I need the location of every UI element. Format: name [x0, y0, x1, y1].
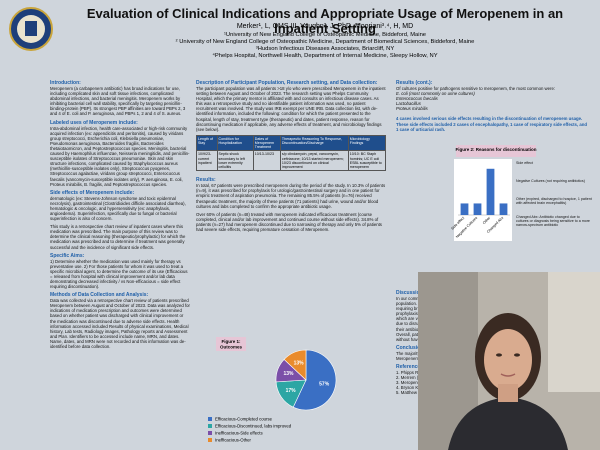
- legend-label: Efficacious-Discontinued, labs improved: [215, 424, 292, 429]
- pie-slice: [283, 349, 307, 381]
- table-cell: Septic shock secondary to left lower ext…: [216, 150, 254, 172]
- paragraph: Of cultures positive for pathogens sensi…: [396, 86, 556, 91]
- bar: [460, 203, 469, 215]
- paragraph: Over 60% of patients (n=48) treated with…: [196, 211, 382, 233]
- section-heading: Results (cont.):: [396, 80, 433, 86]
- slice-label: 13%: [283, 371, 294, 377]
- figure-title: Figure 1:: [221, 339, 241, 344]
- table-header-cell: Length of Stay: [196, 134, 218, 152]
- slice-label: 17%: [286, 388, 297, 394]
- table-cell: 10/10: BC Staph hominis; UC E coli ESBL …: [347, 150, 387, 172]
- note: Other (expired, discharged to hospice, 1…: [516, 197, 592, 206]
- section-heading: Discussion:: [396, 290, 425, 296]
- legend-label: Inefficacious-Other: [215, 438, 252, 443]
- list-item: Enterococcus faecalis: [396, 96, 438, 102]
- paragraph: The participant population was all patie…: [196, 86, 386, 132]
- table-header-cell: Therapeutic Reasoning To Response, Disco…: [279, 134, 349, 152]
- bar: [486, 168, 495, 215]
- list-item: E. coli (most commonly on urine cultures…: [396, 91, 475, 97]
- legend-swatch: [208, 438, 212, 442]
- section-heading: Methods of Data Collection and Analysis:: [50, 292, 149, 299]
- table-header-cell: Microbiology Findings: [347, 134, 387, 152]
- section-heading: References:: [396, 364, 425, 371]
- bar: [499, 203, 508, 215]
- slice-label: 13%: [294, 360, 305, 366]
- note-text: Side effect: [516, 161, 533, 165]
- section-heading: Labeled uses of Meropenem include:: [50, 119, 138, 126]
- table-header-cell: Dates of Meropenem Treatment: [252, 134, 281, 152]
- list-item: Lactobacillus: [396, 101, 421, 107]
- paragraph: 4 cases involved serious side effects re…: [396, 116, 587, 132]
- paragraph: dermatologic (ex: Stevens-Johnson syndro…: [50, 195, 186, 222]
- section-heading: Conclusion: [396, 344, 424, 351]
- figure-subtitle: Outcomes: [220, 345, 243, 350]
- note-text: Changed Abx: Antibiotic changed due to c…: [516, 215, 590, 228]
- note-text: Other (expired, discharged to hospice, 1…: [516, 197, 592, 206]
- section-heading: Results:: [196, 177, 216, 184]
- video-overlay: [418, 272, 600, 450]
- pie-slice: [292, 349, 337, 411]
- section-heading: Description of Participant Population, R…: [196, 80, 378, 86]
- right-column: Results (cont.): Of cultures positive fo…: [396, 80, 590, 132]
- data-table: Length of Stay Condition for Hospitalizat…: [196, 134, 387, 172]
- bar: [473, 203, 482, 215]
- section-heading: Side effects of Meropenem include:: [50, 189, 135, 196]
- x-tick-label: Other: [482, 215, 492, 225]
- section-heading: Introduction:: [50, 80, 81, 86]
- authors: Merker¹, L, OMS III, Vaughn², J, PhD, Mo…: [236, 23, 414, 30]
- table-cell: 10/9/23-current inpatient: [196, 150, 218, 172]
- table-header: Length of Stay Condition for Hospitalizat…: [196, 134, 387, 152]
- table-cell: s/p clindamycin, pepsi, vancomycin, ceft…: [279, 150, 349, 172]
- note: Negative Cultures (not requiring antibio…: [516, 179, 585, 183]
- legend-notes: Side effect Negative Cultures (not requir…: [516, 161, 592, 228]
- logo: [9, 7, 53, 51]
- poster-title: Evaluation of Clinical Indications and A…: [86, 6, 564, 36]
- figure-title: Figure 2: Reasons for discontinuation: [455, 147, 536, 152]
- middle-column: Description of Participant Population, R…: [196, 80, 387, 233]
- affiliation: ¹University of New England College of Os…: [223, 32, 427, 38]
- list-item: Proteus mirabilis: [396, 106, 428, 112]
- pie: 57% 17% 13%13%: [275, 349, 337, 411]
- slice-label: 57%: [319, 382, 330, 388]
- affiliation: ² University of New England College of O…: [175, 39, 475, 45]
- figure-1: Figure 1: Outcomes 57% 17% 13%13% Efficaci…: [208, 337, 337, 443]
- legend-label: Inefficacious-Side effects: [215, 431, 263, 436]
- legend-swatch: [208, 424, 212, 428]
- paragraph: This study is a retrospective chart revi…: [50, 224, 186, 250]
- legend: Efficacious-Completed course Efficacious-…: [208, 417, 292, 443]
- table-header-cell: Condition for Hospitalization: [216, 134, 254, 152]
- organism-list: E. coli (most commonly on urine cultures…: [396, 91, 590, 111]
- legend-swatch: [208, 417, 212, 421]
- affiliation: ³Hudson Infectious Diseases Associates, …: [255, 46, 395, 52]
- table-cell: 10/13-10/23: [252, 150, 281, 172]
- note: Side effect: [516, 161, 533, 165]
- legend-swatch: [208, 431, 212, 435]
- paragraph: In total, 67 patients were prescribed me…: [196, 183, 386, 209]
- left-column: Introduction: Meropenem (a carbapenem an…: [50, 80, 190, 349]
- legend-label: Efficacious-Completed course: [215, 417, 273, 422]
- paragraph: Intra-abdominal infection, health care-a…: [50, 125, 190, 187]
- note: Changed Abx: Antibiotic changed due to c…: [516, 215, 590, 228]
- figure-2: Figure 2: Reasons for discontinuation Si…: [450, 145, 592, 241]
- figure-title-box: [216, 337, 246, 351]
- note-text: Negative Cultures (not requiring antibio…: [516, 179, 585, 183]
- paragraph: Meropenem (a carbapenem antibiotic) has …: [50, 86, 186, 117]
- paragraph: Data was collected via a retrospective c…: [50, 298, 190, 350]
- affiliation: ⁴Phelps Hospital, Northwell Health, Depa…: [212, 53, 438, 59]
- paragraph: 1) Determine whether the medication was …: [50, 258, 188, 290]
- table-row: 10/9/23-current inpatient Septic shock se…: [196, 150, 387, 172]
- section-heading: Specific Aims:: [50, 252, 85, 259]
